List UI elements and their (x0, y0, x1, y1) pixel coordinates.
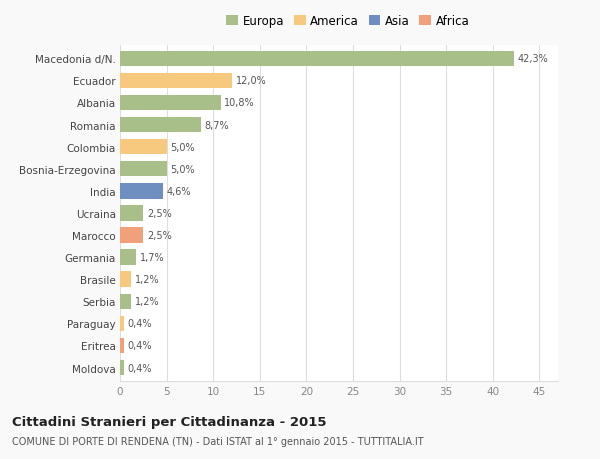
Bar (120, 140, 167, 155)
Bar (120, 206, 143, 221)
Text: 10,8%: 10,8% (224, 98, 255, 108)
Bar (120, 272, 131, 287)
Bar (120, 294, 131, 309)
Bar (120, 228, 143, 243)
Text: 0,4%: 0,4% (127, 341, 152, 351)
Text: COMUNE DI PORTE DI RENDENA (TN) - Dati ISTAT al 1° gennaio 2015 - TUTTITALIA.IT: COMUNE DI PORTE DI RENDENA (TN) - Dati I… (12, 436, 424, 446)
Text: 1,7%: 1,7% (140, 252, 164, 263)
Bar (120, 73, 232, 89)
Text: 0,4%: 0,4% (127, 319, 152, 329)
Text: 2,5%: 2,5% (147, 208, 172, 218)
Text: 12,0%: 12,0% (236, 76, 266, 86)
Text: 2,5%: 2,5% (147, 230, 172, 241)
Bar (120, 118, 201, 133)
Bar (120, 360, 124, 375)
Bar (120, 51, 514, 67)
Bar (120, 95, 221, 111)
Text: 1,2%: 1,2% (135, 297, 160, 307)
Text: 5,0%: 5,0% (170, 164, 195, 174)
Bar (120, 162, 167, 177)
Bar (120, 316, 124, 331)
Legend: Europa, America, Asia, Africa: Europa, America, Asia, Africa (221, 11, 475, 33)
Text: 5,0%: 5,0% (170, 142, 195, 152)
Text: 4,6%: 4,6% (167, 186, 191, 196)
Text: 42,3%: 42,3% (518, 54, 548, 64)
Bar (120, 250, 136, 265)
Bar (120, 184, 163, 199)
Text: 1,2%: 1,2% (135, 274, 160, 285)
Text: Cittadini Stranieri per Cittadinanza - 2015: Cittadini Stranieri per Cittadinanza - 2… (12, 415, 326, 428)
Bar (120, 338, 124, 353)
Text: 0,4%: 0,4% (127, 363, 152, 373)
Text: 8,7%: 8,7% (205, 120, 229, 130)
